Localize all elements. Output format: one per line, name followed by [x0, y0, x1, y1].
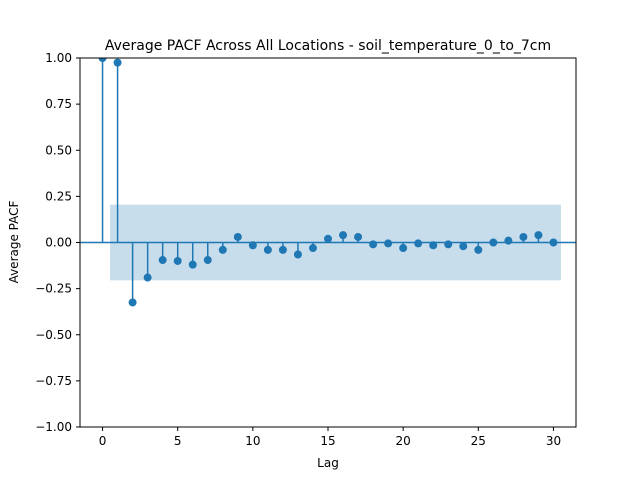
marker-lag-3 [143, 273, 152, 282]
plot-area: 0 5 10 15 20 25 30 1.00 0.75 0.50 0.25 0.00 −0.25 −0.… [35, 51, 577, 448]
y-tick-label: 1.00 [45, 51, 72, 65]
chart-title: Average PACF Across All Locations - soil… [105, 38, 551, 54]
marker-lag-15 [324, 234, 332, 243]
y-tick-label: −0.50 [35, 328, 72, 342]
x-tick-label: 5 [174, 434, 182, 448]
y-tick-label: 0.50 [45, 143, 72, 157]
marker-lag-22 [429, 241, 438, 250]
marker-lag-4 [158, 256, 167, 265]
x-axis-label: Lag [317, 456, 339, 470]
marker-lag-17 [354, 232, 363, 241]
marker-lag-10 [248, 241, 257, 250]
marker-lag-0 [98, 58, 107, 62]
plot-content [80, 58, 576, 307]
y-tick-label: −0.25 [35, 282, 72, 296]
marker-lag-7 [203, 256, 212, 265]
x-tick-label: 20 [396, 434, 411, 448]
x-tick-label: 15 [320, 434, 335, 448]
marker-lag-12 [278, 245, 287, 254]
x-tick-label: 10 [245, 434, 260, 448]
y-tick-label: 0.75 [45, 97, 72, 111]
marker-lag-28 [519, 232, 528, 241]
y-tick-label: −0.75 [35, 374, 72, 388]
marker-lag-29 [534, 231, 543, 240]
marker-lag-6 [188, 260, 197, 269]
y-tick-label: −1.00 [35, 420, 72, 434]
marker-lag-26 [489, 238, 498, 247]
marker-lag-27 [504, 236, 513, 245]
marker-lag-1 [113, 58, 122, 67]
marker-lag-20 [399, 244, 408, 253]
x-tick-label: 30 [546, 434, 561, 448]
marker-lag-13 [293, 250, 302, 259]
marker-lag-14 [308, 244, 317, 253]
marker-lag-11 [263, 245, 272, 254]
marker-lag-9 [233, 232, 242, 241]
marker-lag-30 [549, 238, 558, 247]
marker-lag-19 [384, 239, 393, 248]
marker-lag-25 [474, 245, 483, 254]
marker-lag-5 [173, 256, 182, 265]
marker-lag-24 [459, 242, 468, 251]
y-axis-label: Average PACF [7, 200, 21, 283]
y-tick-label: 0.00 [45, 236, 72, 250]
marker-lag-21 [414, 239, 423, 248]
marker-lag-16 [339, 231, 348, 240]
y-tick-label: 0.25 [45, 189, 72, 203]
marker-lag-18 [369, 240, 378, 249]
marker-lag-2 [128, 298, 137, 307]
x-tick-label: 0 [99, 434, 107, 448]
marker-lag-8 [218, 245, 227, 254]
marker-lag-23 [444, 240, 453, 249]
x-tick-label: 25 [471, 434, 486, 448]
